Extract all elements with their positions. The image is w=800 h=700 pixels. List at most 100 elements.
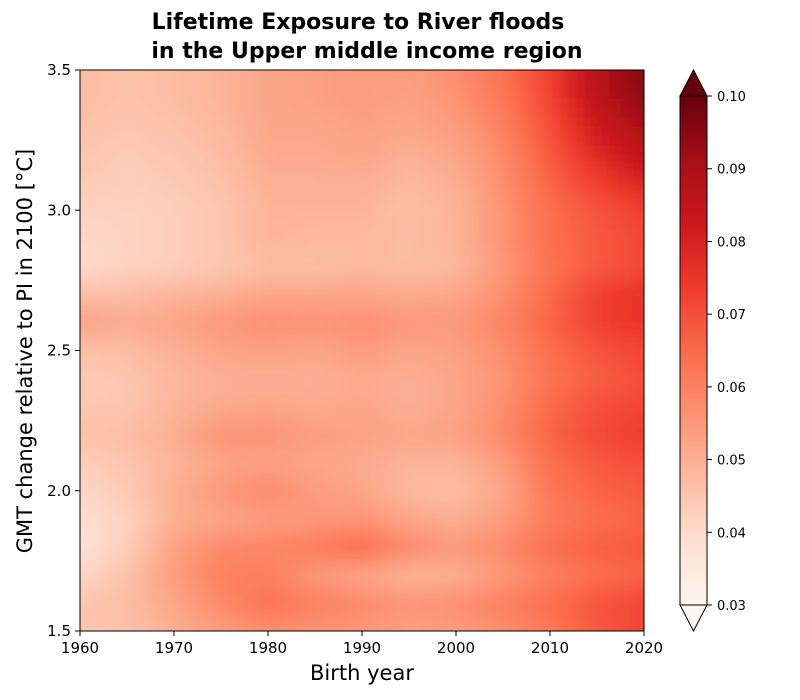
heatmap-cell: [91, 462, 105, 473]
heatmap-cell: [656, 584, 668, 594]
heatmap-cell: [409, 294, 422, 305]
heatmap-cell: [456, 70, 469, 71]
heatmap-cell: [420, 518, 434, 529]
heatmap-cell: [632, 481, 644, 492]
heatmap-cell: [115, 500, 128, 511]
heatmap-cell: [315, 556, 328, 567]
heatmap-cell: [632, 322, 644, 333]
heatmap-cell: [409, 350, 422, 361]
heatmap-cell: [268, 191, 281, 202]
heatmap-cell: [326, 70, 340, 71]
heatmap-cell: [127, 481, 140, 492]
heatmap-cell: [91, 88, 105, 99]
heatmap-cell: [209, 182, 222, 193]
heatmap-cell: [244, 453, 257, 464]
heatmap-cell: [597, 238, 610, 249]
heatmap-cell: [138, 313, 152, 324]
heatmap-cell: [385, 500, 398, 511]
heatmap-cell: [315, 444, 328, 454]
heatmap-cell: [609, 51, 621, 61]
heatmap-cell: [585, 350, 598, 361]
heatmap-cell: [644, 566, 656, 576]
heatmap-cell: [162, 126, 175, 137]
heatmap-cell: [538, 406, 551, 417]
heatmap-cell: [57, 528, 69, 538]
heatmap-cell: [456, 444, 469, 454]
heatmap-cell: [467, 453, 481, 464]
heatmap-cell: [561, 303, 575, 314]
heatmap-cell: [420, 135, 434, 146]
heatmap-cell: [338, 406, 351, 417]
heatmap-cell: [656, 70, 668, 80]
heatmap-cell: [80, 322, 93, 333]
heatmap-cell: [232, 528, 246, 539]
heatmap-cell: [232, 359, 246, 370]
heatmap-cell: [620, 182, 633, 193]
heatmap-cell: [409, 472, 422, 482]
heatmap-cell: [279, 135, 293, 146]
heatmap-cell: [514, 79, 528, 90]
heatmap-cell: [491, 107, 504, 118]
heatmap-cell: [115, 359, 128, 370]
heatmap-cell: [538, 210, 551, 221]
heatmap-cell: [491, 70, 504, 71]
heatmap-cell: [338, 359, 351, 370]
heatmap-cell: [491, 294, 504, 305]
heatmap-cell: [127, 116, 140, 127]
heatmap-cell: [291, 490, 304, 501]
heatmap-cell: [538, 359, 551, 370]
heatmap-cell: [80, 584, 81, 595]
heatmap-cell: [279, 154, 293, 165]
heatmap-cell: [244, 322, 257, 333]
heatmap-cell: [209, 490, 222, 501]
heatmap-cell: [420, 528, 434, 539]
heatmap-cell: [503, 191, 516, 202]
heatmap-cell: [644, 472, 656, 482]
heatmap-cell: [80, 481, 93, 492]
heatmap-cell: [632, 500, 644, 511]
heatmap-cell: [91, 238, 105, 249]
heatmap-cell: [244, 528, 257, 539]
heatmap-cell: [585, 126, 598, 137]
heatmap-cell: [514, 584, 528, 595]
heatmap-cell: [608, 210, 622, 221]
heatmap-cell: [467, 490, 481, 501]
heatmap-cell: [526, 546, 539, 557]
heatmap-cell: [256, 481, 269, 492]
heatmap-cell: [150, 481, 163, 492]
heatmap-cell: [491, 163, 504, 174]
heatmap-cell: [268, 481, 281, 492]
heatmap-cell: [562, 51, 574, 61]
heatmap-cell: [456, 528, 469, 539]
heatmap-cell: [80, 98, 93, 108]
heatmap-cell: [103, 537, 116, 548]
heatmap-cell: [385, 275, 398, 286]
heatmap-cell: [326, 397, 340, 408]
heatmap-cell: [80, 294, 81, 305]
heatmap-cell: [526, 415, 539, 426]
heatmap-cell: [303, 303, 316, 314]
heatmap-cell: [338, 172, 351, 183]
heatmap-cell: [350, 182, 363, 193]
heatmap-cell: [608, 565, 622, 576]
heatmap-cell: [303, 70, 316, 80]
heatmap-cell: [232, 79, 246, 90]
heatmap-cell: [479, 350, 492, 361]
heatmap-cell: [573, 107, 586, 118]
heatmap-cell: [197, 79, 210, 90]
heatmap-cell: [80, 172, 81, 183]
heatmap-cell: [561, 313, 575, 324]
heatmap-cell: [644, 145, 656, 155]
heatmap-cell: [597, 303, 610, 314]
heatmap-cell: [385, 425, 398, 436]
heatmap-cell: [467, 88, 481, 99]
heatmap-cell: [291, 200, 304, 211]
heatmap-cell: [550, 406, 563, 417]
heatmap-cell: [550, 612, 563, 623]
heatmap-cell: [561, 537, 575, 548]
heatmap-cell: [209, 70, 222, 71]
heatmap-cell: [256, 453, 269, 464]
heatmap-cell: [338, 341, 351, 352]
heatmap-cell: [620, 612, 633, 623]
heatmap-cell: [103, 556, 116, 567]
